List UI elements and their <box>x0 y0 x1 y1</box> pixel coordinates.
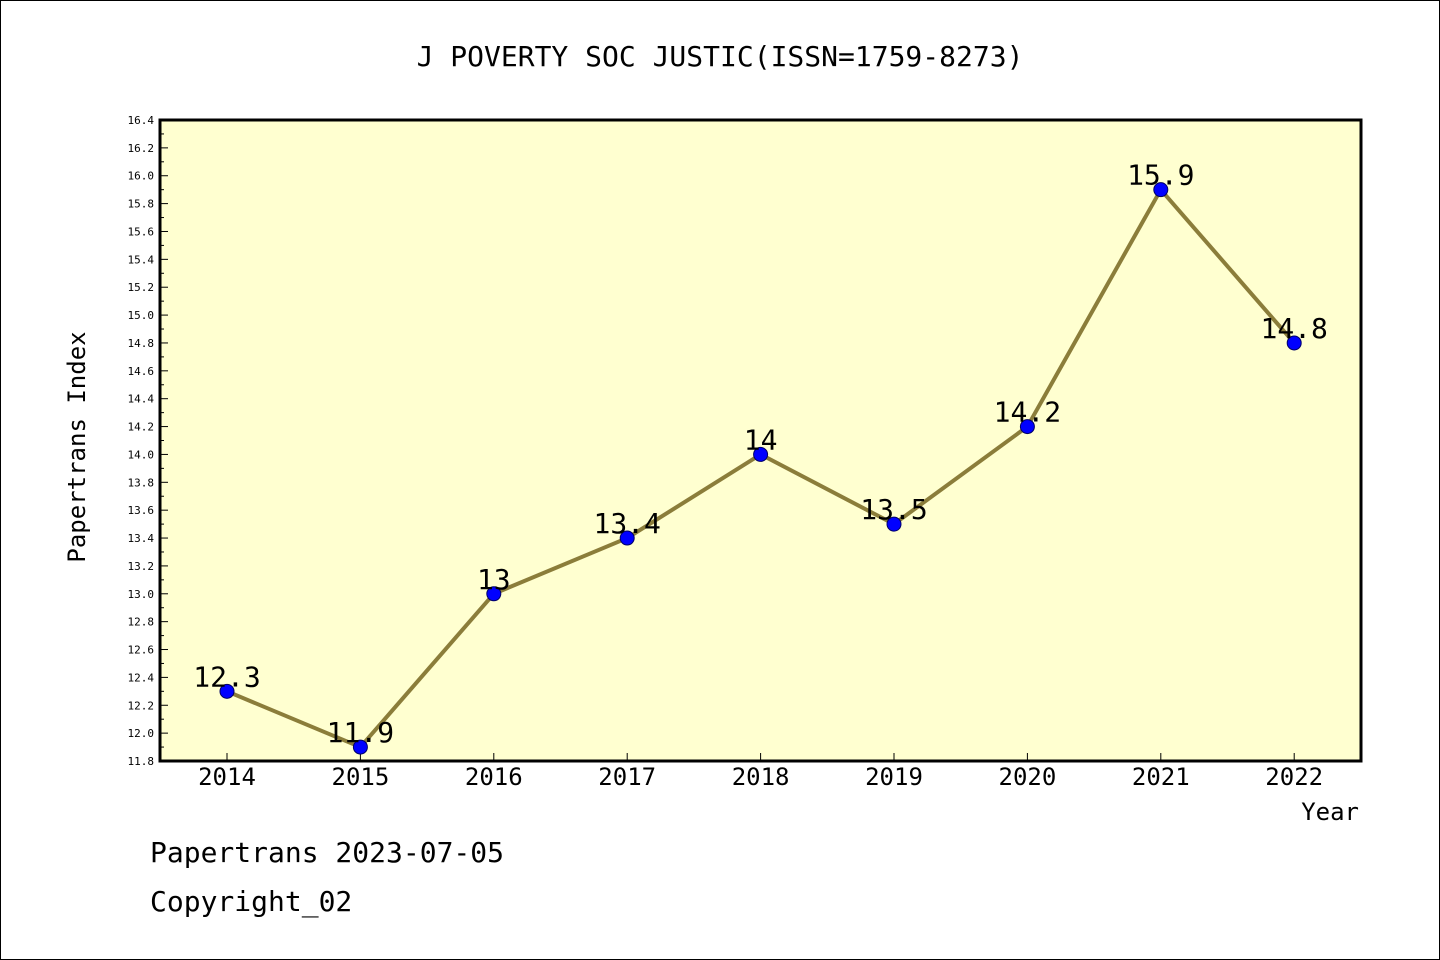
x-tick-label: 2017 <box>598 763 656 791</box>
y-tick-label: 14.2 <box>128 421 155 434</box>
y-tick-label: 15.2 <box>128 281 155 294</box>
footer-copyright-text: Copyright_02 <box>150 885 353 918</box>
y-tick-label: 15.0 <box>128 309 155 322</box>
data-label: 13.4 <box>593 507 660 540</box>
y-tick-label: 14.0 <box>128 448 155 461</box>
data-point <box>619 530 635 546</box>
data-point <box>352 739 368 755</box>
y-tick-label: 13.4 <box>128 532 155 545</box>
y-tick-label: 11.8 <box>128 755 155 768</box>
data-point <box>886 516 902 532</box>
y-tick-label: 13.8 <box>128 476 155 489</box>
x-axis-label: Year <box>1301 798 1359 826</box>
data-point <box>219 683 235 699</box>
data-label: 14 <box>744 423 778 456</box>
y-axis-label: Papertrans Index <box>63 331 91 562</box>
x-tick-label: 2022 <box>1265 763 1323 791</box>
series-0: 12.3 11.9 13 13.4 14 13.5 14.2 15.9 14.8 <box>193 159 1328 755</box>
data-point <box>1153 182 1169 198</box>
data-label: 14.8 <box>1260 312 1327 345</box>
data-point <box>486 586 502 602</box>
y-axis: 11.8 12.0 12.2 12.4 12.6 12.8 13.0 13.2 13.4 13.6… <box>128 114 168 768</box>
y-tick-label: 12.0 <box>128 727 155 740</box>
x-tick-label: 2020 <box>999 763 1057 791</box>
y-tick-label: 15.8 <box>128 198 155 211</box>
x-tick-label: 2014 <box>198 763 256 791</box>
y-tick-label: 15.6 <box>128 225 155 238</box>
y-tick-label: 16.2 <box>128 142 155 155</box>
y-tick-label: 14.6 <box>128 365 155 378</box>
y-tick-label: 12.4 <box>128 671 155 684</box>
data-point <box>1019 419 1035 435</box>
data-point <box>1286 335 1302 351</box>
data-point <box>753 446 769 462</box>
x-tick-label: 2021 <box>1132 763 1190 791</box>
x-axis: 2014 2015 2016 2017 2018 2019 2020 2021 2022 <box>198 753 1323 791</box>
y-tick-label: 14.8 <box>128 337 155 350</box>
x-tick-label: 2019 <box>865 763 923 791</box>
y-tick-label: 12.8 <box>128 616 155 629</box>
x-tick-label: 2018 <box>732 763 790 791</box>
data-label: 11.9 <box>327 716 394 749</box>
x-tick-label: 2016 <box>465 763 523 791</box>
chart-title: J POVERTY SOC JUSTIC(ISSN=1759-8273) <box>417 40 1024 73</box>
y-tick-label: 13.0 <box>128 588 155 601</box>
y-tick-label: 16.4 <box>128 114 155 127</box>
footer-date-text: Papertrans 2023-07-05 <box>150 836 505 869</box>
x-tick-label: 2015 <box>332 763 390 791</box>
y-tick-label: 15.4 <box>128 253 155 266</box>
data-label: 13.5 <box>860 493 927 526</box>
y-tick-label: 13.6 <box>128 504 155 517</box>
y-tick-label: 13.2 <box>128 560 155 573</box>
y-tick-label: 12.6 <box>128 644 155 657</box>
plot-area <box>158 118 1363 763</box>
data-label: 15.9 <box>1127 159 1194 192</box>
y-tick-label: 12.2 <box>128 699 155 712</box>
data-label: 12.3 <box>193 660 260 693</box>
data-label: 13 <box>477 563 511 596</box>
y-tick-label: 16.0 <box>128 170 155 183</box>
data-label: 14.2 <box>994 396 1061 429</box>
y-tick-label: 14.4 <box>128 393 155 406</box>
